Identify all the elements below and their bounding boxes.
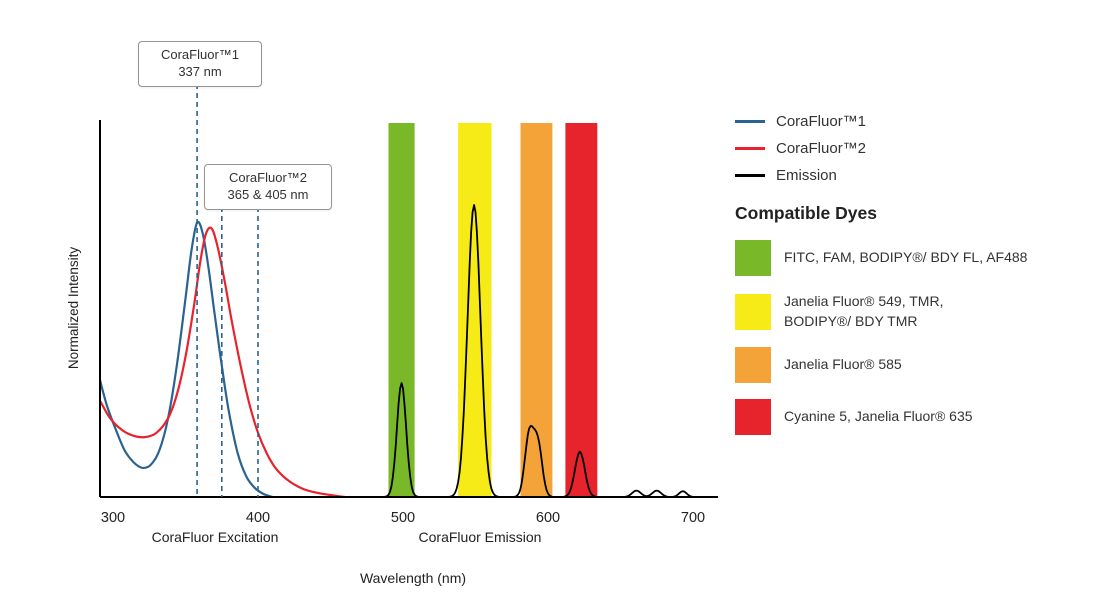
x-tick-label: 300 xyxy=(101,510,125,526)
y-axis-title: Normalized Intensity xyxy=(66,247,81,370)
legend-item-emission: Emission xyxy=(735,162,1105,189)
annotation-value: 365 & 405 nm xyxy=(227,186,309,202)
x-region-label-0: CoraFluor Excitation xyxy=(152,529,279,545)
legend-panel: CoraFluor™1 CoraFluor™2 Emission Compati… xyxy=(735,108,1105,451)
dye-label: Janelia Fluor® 549, TMR, BODIPY®/ BDY TM… xyxy=(784,293,944,329)
dye-color-swatch xyxy=(735,240,771,276)
compatible-dyes-title: Compatible Dyes xyxy=(735,203,877,223)
annotation-title: CoraFluor™2 xyxy=(228,170,308,185)
legend-item-label: Emission xyxy=(776,167,837,184)
legend: CoraFluor™1 CoraFluor™2 Emission xyxy=(735,108,1105,189)
dye-color-swatch xyxy=(735,347,771,384)
filter-band-2 xyxy=(520,123,553,497)
legend-line-swatch xyxy=(735,147,765,150)
x-tick-label: 500 xyxy=(391,510,415,526)
annotation-corafluor1: CoraFluor™1 337 nm xyxy=(138,41,262,87)
legend-line-swatch xyxy=(735,120,765,123)
dye-row-green: FITC, FAM, BODIPY®/ BDY FL, AF488 xyxy=(735,240,1105,276)
dye-label: Janelia Fluor® 585 xyxy=(784,356,902,373)
x-tick-label: 600 xyxy=(536,510,560,526)
filter-band-3 xyxy=(565,123,598,497)
annotation-title: CoraFluor™1 xyxy=(160,47,240,62)
dye-row-orange: Janelia Fluor® 585 xyxy=(735,347,1105,384)
dye-row-red: Cyanine 5, Janelia Fluor® 635 xyxy=(735,399,1105,436)
x-axis-title: Wavelength (nm) xyxy=(360,570,466,586)
compatible-dyes-list: FITC, FAM, BODIPY®/ BDY FL, AF488 Janeli… xyxy=(735,240,1105,436)
legend-item-label: CoraFluor™2 xyxy=(776,140,867,157)
x-tick-label: 700 xyxy=(681,510,705,526)
legend-item-corafluor1: CoraFluor™1 xyxy=(735,108,1105,135)
x-tick-label: 400 xyxy=(246,510,270,526)
dye-color-swatch xyxy=(735,293,771,330)
legend-line-swatch xyxy=(735,174,765,177)
dye-row-yellow: Janelia Fluor® 549, TMR, BODIPY®/ BDY TM… xyxy=(735,292,1105,331)
dye-color-swatch xyxy=(735,399,771,436)
filter-band-0 xyxy=(388,123,415,497)
annotation-corafluor2: CoraFluor™2 365 & 405 nm xyxy=(204,164,332,210)
legend-item-corafluor2: CoraFluor™2 xyxy=(735,135,1105,162)
excitation-curve-2 xyxy=(99,226,346,499)
dye-label: FITC, FAM, BODIPY®/ BDY FL, AF488 xyxy=(784,249,1028,266)
legend-item-label: CoraFluor™1 xyxy=(776,113,867,130)
dye-label: Cyanine 5, Janelia Fluor® 635 xyxy=(784,408,973,425)
excitation-curve-1 xyxy=(98,220,273,499)
x-region-label-1: CoraFluor Emission xyxy=(419,529,542,545)
annotation-value: 337 nm xyxy=(178,63,222,79)
